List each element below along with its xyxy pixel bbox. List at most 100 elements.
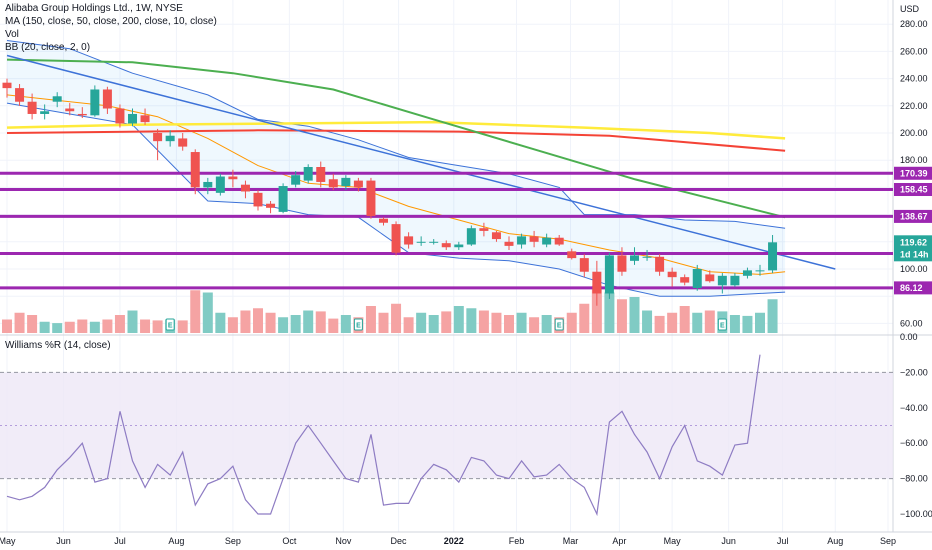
volume-bar bbox=[616, 299, 627, 333]
volume-bar bbox=[140, 319, 151, 333]
williams-r-line bbox=[6, 354, 761, 517]
candle-body bbox=[554, 237, 564, 245]
candle-body bbox=[153, 133, 163, 142]
level-badge bbox=[894, 183, 932, 197]
volume-bar bbox=[692, 312, 703, 333]
legend-title: Alibaba Group Holdings Ltd., 1W, NYSE bbox=[5, 3, 183, 14]
williams-r-band bbox=[0, 371, 893, 480]
ma-10-line bbox=[6, 94, 786, 275]
candle-body bbox=[429, 241, 439, 243]
earnings-marker-label: E bbox=[356, 323, 361, 330]
volume-bar bbox=[704, 310, 715, 333]
candle-body bbox=[479, 228, 489, 231]
candle-body bbox=[529, 236, 539, 242]
price-tick-label-extra: 100.00 bbox=[900, 264, 928, 274]
time-tick-label: Sep bbox=[225, 536, 241, 546]
time-tick-label: Sep bbox=[880, 536, 896, 546]
candle-body bbox=[642, 256, 652, 258]
volume-bar bbox=[315, 311, 326, 333]
price-tick-label: 260.00 bbox=[900, 46, 928, 56]
candle-body bbox=[742, 270, 752, 276]
candle-body bbox=[115, 108, 125, 124]
earnings-marker bbox=[554, 318, 564, 331]
volume-bar bbox=[2, 319, 12, 333]
candle-body bbox=[90, 89, 100, 116]
volume-bar bbox=[478, 310, 489, 333]
volume-bar bbox=[491, 312, 502, 333]
wr-tick-label: −100.00 bbox=[900, 509, 932, 519]
candle-body bbox=[391, 224, 401, 253]
candle-body bbox=[416, 241, 426, 243]
volume-bar bbox=[39, 321, 50, 333]
volume-bar bbox=[328, 318, 339, 333]
candle-body bbox=[504, 241, 514, 246]
volume-bar bbox=[541, 315, 552, 333]
volume-bar bbox=[89, 321, 100, 333]
candle-body bbox=[617, 255, 627, 272]
time-tick-label: 2022 bbox=[444, 536, 464, 546]
candle-body bbox=[140, 115, 150, 123]
volume-bar bbox=[604, 292, 615, 333]
candle-body bbox=[316, 167, 326, 182]
candle-body bbox=[128, 113, 137, 124]
candle-body bbox=[215, 176, 225, 193]
time-tick-label: Jul bbox=[777, 536, 789, 546]
volume-bar bbox=[253, 308, 263, 333]
last-price-badge bbox=[894, 235, 932, 262]
time-tick-label: Aug bbox=[168, 536, 184, 546]
candle-body bbox=[240, 184, 250, 192]
volume-bar bbox=[152, 320, 163, 333]
volume-bar bbox=[579, 303, 590, 333]
volume-bar bbox=[303, 310, 314, 333]
time-tick-label: May bbox=[0, 536, 16, 546]
williams-r-path bbox=[6, 354, 761, 517]
volume-bar bbox=[365, 306, 376, 333]
volume-bar bbox=[403, 317, 414, 333]
legend-williams-r: Williams %R (14, close) bbox=[5, 340, 111, 351]
volume-bar bbox=[629, 297, 640, 333]
candle-body bbox=[379, 218, 388, 223]
level-badge-label: 138.67 bbox=[900, 211, 928, 221]
candle-body bbox=[40, 111, 50, 114]
volume-bar bbox=[177, 320, 188, 333]
price-axis-currency: USD bbox=[900, 4, 920, 14]
level-badge bbox=[894, 166, 932, 180]
wr-tick-label: −20.00 bbox=[900, 367, 928, 377]
wr-tick-label: −60.00 bbox=[900, 438, 928, 448]
last-price-countdown: 1d 14h bbox=[900, 249, 929, 259]
candle-body bbox=[592, 271, 602, 294]
time-tick-label: Apr bbox=[612, 536, 626, 546]
volume-bar bbox=[202, 292, 213, 333]
ma-150-line bbox=[6, 58, 786, 219]
earnings-marker-label: E bbox=[168, 323, 173, 330]
volume-bar bbox=[642, 310, 653, 333]
candle-body bbox=[291, 175, 301, 185]
bb-fill bbox=[7, 40, 786, 297]
volume-bar bbox=[667, 312, 678, 333]
wr-tick-label: −40.00 bbox=[900, 403, 928, 413]
volume-bar bbox=[428, 315, 439, 333]
time-tick-label: Dec bbox=[391, 536, 408, 546]
candle-body bbox=[655, 256, 665, 272]
candle-body bbox=[404, 236, 414, 245]
candle-body bbox=[491, 232, 501, 240]
candle-body bbox=[228, 176, 238, 180]
volume-bar bbox=[278, 317, 289, 333]
volume-bar bbox=[755, 312, 765, 333]
candle-body bbox=[466, 228, 476, 245]
last-price-label: 119.62 bbox=[900, 237, 927, 247]
volume-bar bbox=[77, 319, 88, 333]
wr-tick-label: 0.00 bbox=[900, 332, 918, 342]
candle-body bbox=[604, 255, 614, 294]
volume-bar bbox=[215, 312, 226, 333]
candle-body bbox=[303, 167, 313, 181]
candle-body bbox=[178, 138, 188, 147]
price-tick-label: 240.00 bbox=[900, 74, 928, 84]
volume-bar bbox=[729, 315, 740, 333]
trend-line-segment bbox=[6, 54, 836, 270]
volume-bar bbox=[742, 315, 753, 333]
candle-body bbox=[705, 274, 715, 282]
candle-body bbox=[190, 152, 200, 188]
volume-bar bbox=[102, 319, 113, 333]
